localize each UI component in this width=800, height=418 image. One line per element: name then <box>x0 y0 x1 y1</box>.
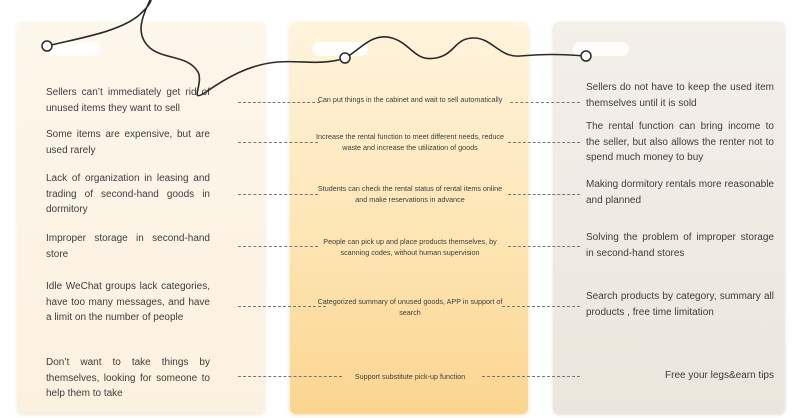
benefit-item-3: Making dormitory rentals more reasonable… <box>586 179 774 206</box>
connector-left-5 <box>238 306 326 307</box>
connector-right-5 <box>502 306 580 307</box>
solution-item-5: Categorized summary of unused goods, APP… <box>317 297 503 317</box>
hang-tag-right <box>573 42 629 56</box>
connector-left-2 <box>238 142 318 143</box>
benefit-item-4: Solving the problem of improper storage … <box>586 232 774 259</box>
problem-item-2: Some items are expensive, but are used r… <box>46 129 210 156</box>
connector-right-6 <box>482 376 580 377</box>
connector-right-1 <box>510 102 580 103</box>
hang-tag-middle <box>312 42 368 56</box>
solution-item-2: Increase the rental function to meet dif… <box>315 132 505 152</box>
problem-item-6: Don’t want to take things by themselves,… <box>46 357 210 399</box>
solution-item-1: Can put things in the cabinet and wait t… <box>317 95 503 104</box>
connector-right-4 <box>508 246 580 247</box>
benefit-item-6: Free your legs&earn tips <box>665 370 774 381</box>
connector-left-6 <box>238 376 342 377</box>
problem-item-5: Idle WeChat groups lack categories, have… <box>46 281 210 323</box>
hang-tag-left <box>45 42 101 56</box>
solution-item-3: Students can check the rental status of … <box>317 184 503 204</box>
problem-item-4: Improper storage in second-hand store <box>46 233 210 260</box>
solution-item-4: People can pick up and place products th… <box>323 237 497 257</box>
problem-item-1: Sellers can’t immediately get rid of unu… <box>46 87 210 114</box>
benefit-item-2: The rental function can bring income to … <box>586 121 774 163</box>
connector-left-3 <box>238 194 318 195</box>
benefits-panel <box>553 22 785 414</box>
solution-item-6: Support substitute pick-up function <box>354 372 466 381</box>
benefit-item-1: Sellers do not have to keep the used ite… <box>586 82 774 109</box>
connector-left-4 <box>238 246 318 247</box>
benefit-item-5: Search products by category, summary all… <box>586 291 774 318</box>
solutions-panel <box>290 22 528 414</box>
connector-right-2 <box>508 142 580 143</box>
connector-left-1 <box>238 102 320 103</box>
problem-item-3: Lack of organization in leasing and trad… <box>46 173 210 215</box>
connector-right-3 <box>508 194 580 195</box>
